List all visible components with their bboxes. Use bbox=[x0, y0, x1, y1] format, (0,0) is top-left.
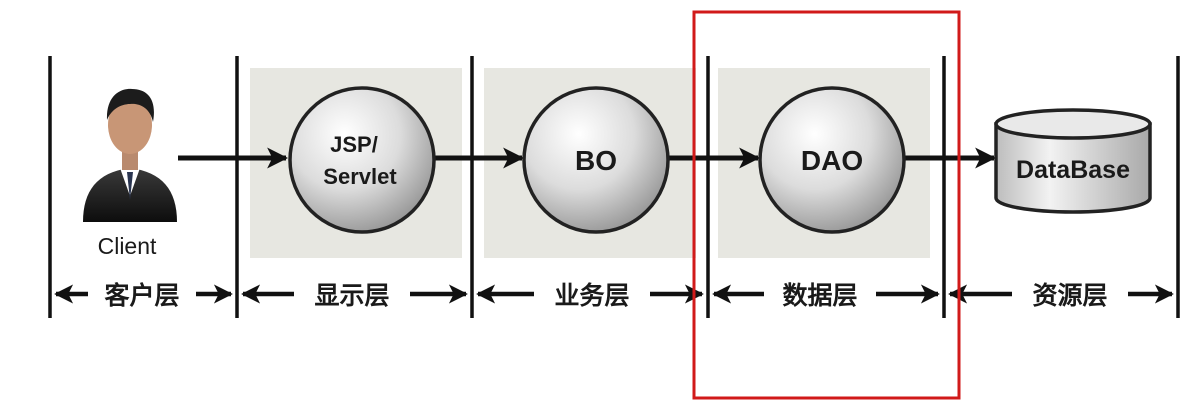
client-person-icon bbox=[83, 88, 177, 222]
jsp-label-line2: Servlet bbox=[323, 164, 397, 189]
database-label: DataBase bbox=[1016, 156, 1130, 184]
jsp-servlet-node: JSP/ Servlet bbox=[288, 86, 436, 234]
client-label: Client bbox=[98, 233, 157, 259]
layer-label-resource: 资源层 bbox=[1032, 281, 1107, 310]
database-cylinder-icon bbox=[994, 108, 1152, 214]
bo-label: BO bbox=[575, 145, 617, 176]
layer-label-business: 业务层 bbox=[554, 281, 629, 310]
layer-label-data: 数据层 bbox=[782, 281, 857, 310]
layer-separators bbox=[48, 56, 1180, 318]
jsp-label-line1: JSP/ bbox=[330, 132, 378, 157]
dao-label: DAO bbox=[801, 145, 863, 176]
data-layer-highlight-box bbox=[692, 10, 961, 400]
dao-node: DAO bbox=[758, 86, 906, 234]
bo-node: BO bbox=[522, 86, 670, 234]
layer-label-display: 显示层 bbox=[314, 281, 389, 310]
layer-label-client: 客户层 bbox=[104, 281, 179, 310]
